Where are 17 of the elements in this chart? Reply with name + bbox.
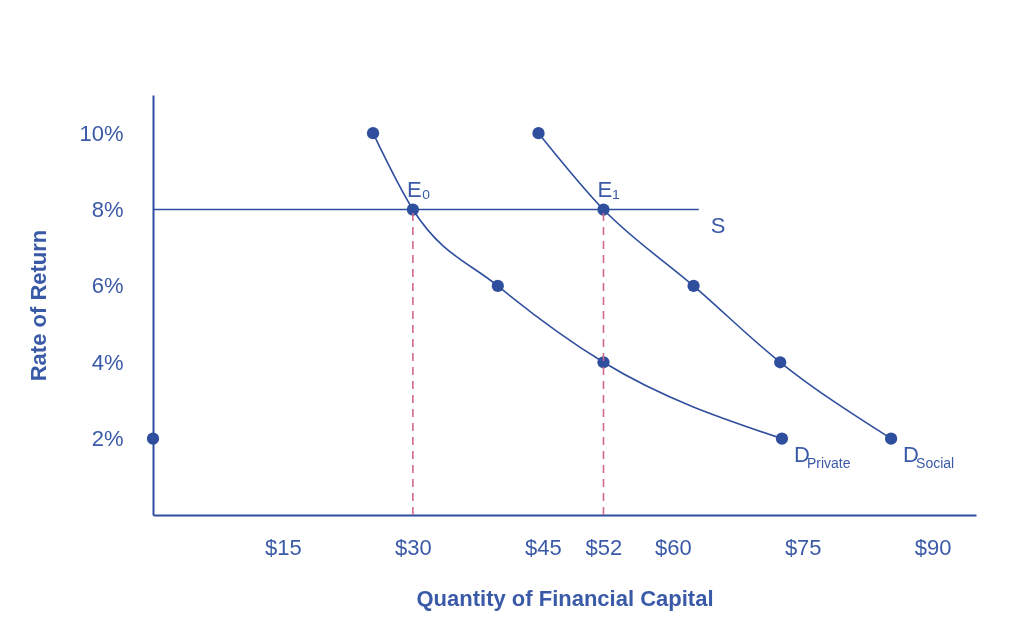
series-label: S bbox=[710, 212, 726, 238]
y-tick-label: 10% bbox=[79, 120, 124, 146]
y-tick-label: 8% bbox=[91, 197, 124, 223]
y-tick-label: 2% bbox=[91, 426, 124, 452]
y-tick-label: 4% bbox=[91, 349, 124, 375]
x-tick-label: $45 bbox=[524, 534, 562, 560]
x-axis-title: Quantity of Financial Capital bbox=[416, 585, 714, 611]
annotation: E₁ bbox=[597, 176, 620, 202]
annotation: E₀ bbox=[406, 176, 431, 202]
x-tick-label: $52 bbox=[585, 534, 623, 560]
x-tick-label: $60 bbox=[654, 534, 692, 560]
y-axis-title: Rate of Return bbox=[26, 229, 52, 382]
y-tick-label: 6% bbox=[91, 273, 124, 299]
x-tick-label: $15 bbox=[265, 534, 302, 560]
x-tick-label: $75 bbox=[784, 534, 822, 560]
x-tick-label: $90 bbox=[914, 534, 952, 560]
x-tick-label: $30 bbox=[395, 534, 432, 560]
